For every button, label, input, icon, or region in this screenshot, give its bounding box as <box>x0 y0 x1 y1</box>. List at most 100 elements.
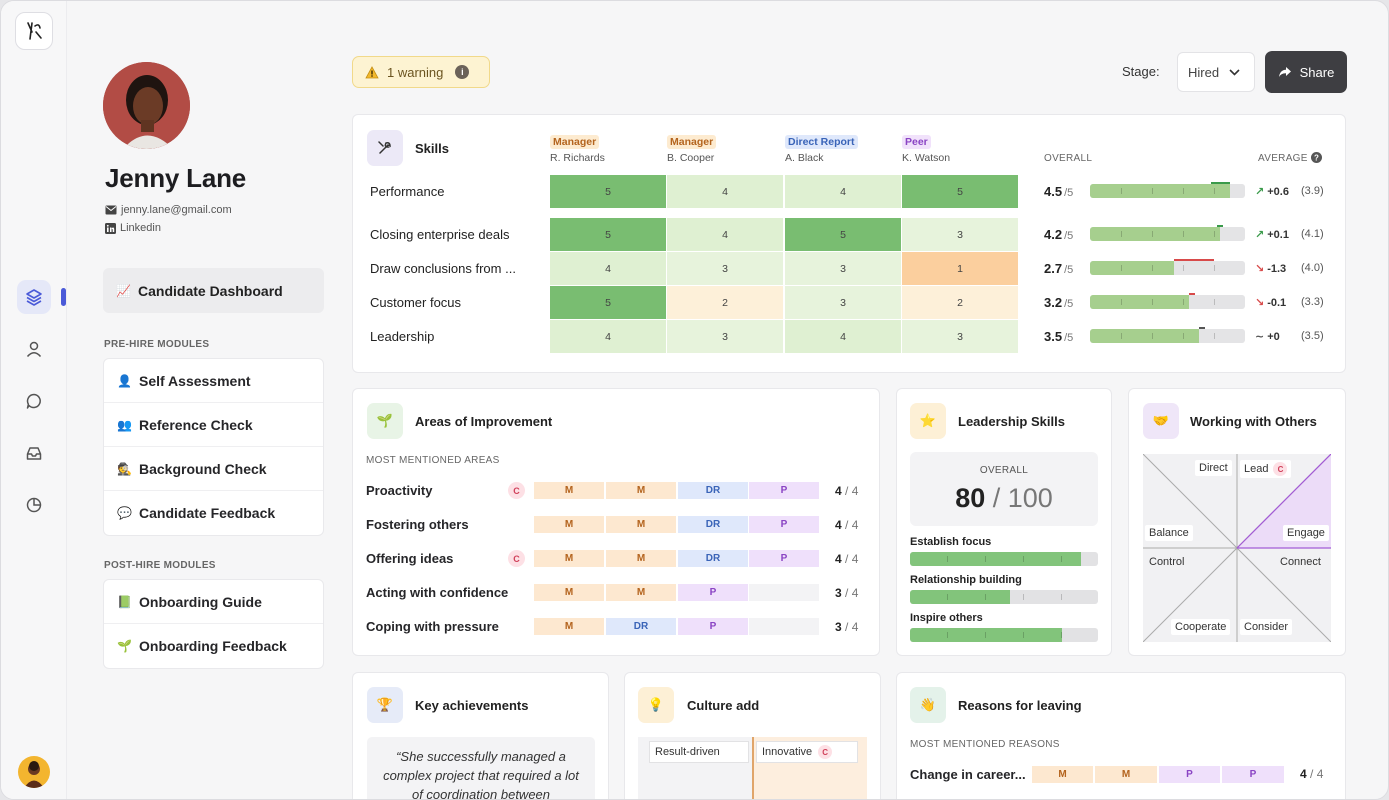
average-marker <box>1211 182 1230 184</box>
people-icon: 👥 <box>117 417 132 432</box>
average-value: (3.5) <box>1301 330 1324 342</box>
delta-value: ↗ +0.1 <box>1255 228 1289 242</box>
improvement-label: Coping with pressure <box>366 619 499 634</box>
average-marker <box>1174 259 1214 261</box>
score-cell: 2 <box>667 286 783 319</box>
handshake-icon: 🤝 <box>1143 403 1179 439</box>
culture-divider <box>752 737 754 799</box>
bar-tick <box>1061 594 1062 600</box>
candidate-name: Jenny Lane <box>105 163 247 193</box>
rail-chart-button[interactable] <box>17 488 51 522</box>
chat-icon <box>26 393 41 409</box>
inbox-icon <box>26 447 42 460</box>
overall-score: 3.2/5 <box>1044 295 1073 310</box>
mention-chip-peer: P <box>1222 766 1284 783</box>
pre-hire-modules: 👤 Self Assessment 👥 Reference Check 🕵 Backg… <box>103 358 324 536</box>
delta-value: ↗ +0.6 <box>1255 185 1289 199</box>
star-icon: ⭐ <box>910 403 946 439</box>
overall-bar-fill <box>1090 329 1199 343</box>
quadrant-direct: Direct <box>1195 460 1232 476</box>
score-cell: 1 <box>902 252 1018 285</box>
candidate-dashboard-button[interactable]: 📈 Candidate Dashboard <box>103 268 324 313</box>
warning-badge[interactable]: 1 warning i <box>352 56 490 88</box>
overall-bar <box>1090 295 1245 309</box>
overall-bar-fill <box>1090 261 1174 275</box>
mail-icon <box>105 205 117 215</box>
mention-chip-manager: M <box>606 550 676 567</box>
skill-row-label: Closing enterprise deals <box>370 227 510 242</box>
speech-bubble-icon: 💬 <box>117 506 132 520</box>
leadership-score: 80 <box>955 483 986 513</box>
leaving-count-total: 4 <box>1316 767 1324 781</box>
candidate-email[interactable]: jenny.lane@gmail.com <box>105 204 232 216</box>
reviewer-role: Manager <box>667 135 717 149</box>
rail-chat-button[interactable] <box>17 384 51 418</box>
leaving-count-value: 4 <box>1300 767 1307 781</box>
bar-tick <box>1121 265 1122 271</box>
share-button[interactable]: Share <box>1265 51 1347 93</box>
delta-text: -1.3 <box>1267 262 1287 275</box>
module-onboarding-guide[interactable]: 📗 Onboarding Guide <box>104 580 323 624</box>
improvement-count-value: 4 <box>835 518 842 532</box>
bar-tick <box>1061 556 1062 562</box>
module-candidate-feedback[interactable]: 💬 Candidate Feedback <box>104 491 323 535</box>
improvement-count: 4 / 4 <box>835 518 858 532</box>
overall-score-max: /5 <box>1064 230 1074 242</box>
overall-bar <box>1090 227 1245 241</box>
quadrant-connect: Connect <box>1280 556 1321 568</box>
bar-tick <box>1214 188 1215 194</box>
module-onboarding-feedback[interactable]: 🌱 Onboarding Feedback <box>104 624 323 668</box>
culture-title: Culture add <box>687 698 760 713</box>
overall-header: OVERALL <box>1044 153 1093 164</box>
score-cell: 3 <box>902 218 1018 251</box>
score-cell: 5 <box>550 175 666 208</box>
overall-score-max: /5 <box>1064 187 1074 199</box>
skill-row-label: Draw conclusions from ... <box>370 261 516 276</box>
score-cell: 3 <box>667 252 783 285</box>
overall-score: 3.5/5 <box>1044 329 1073 344</box>
help-icon[interactable]: ? <box>1311 152 1322 163</box>
quadrant-lines <box>1143 454 1331 642</box>
arrow-down-right-icon: ↘ <box>1255 297 1265 309</box>
quadrant-balance: Balance <box>1145 525 1193 541</box>
bar-tick <box>947 594 948 600</box>
rail-inbox-button[interactable] <box>17 436 51 470</box>
bar-tick <box>1121 333 1122 339</box>
leadership-skill-bar <box>910 628 1098 642</box>
mention-chip-direct-report: DR <box>678 516 748 533</box>
info-icon[interactable]: i <box>455 65 470 79</box>
bar-tick <box>1214 265 1215 271</box>
app-logo[interactable] <box>15 12 53 50</box>
reviewer-name: K. Watson <box>902 152 951 164</box>
average-value: (4.0) <box>1301 262 1324 274</box>
rail-layers-button[interactable] <box>17 280 51 314</box>
rail-user-button[interactable] <box>17 332 51 366</box>
stage-value: Hired <box>1188 64 1220 80</box>
improvement-count-sep: / <box>845 586 849 600</box>
module-background-check[interactable]: 🕵 Background Check <box>104 447 323 491</box>
module-label: Background Check <box>139 460 267 477</box>
improvement-label: Offering ideas <box>366 551 454 566</box>
leadership-overall: OVERALL 80 / 100 <box>910 452 1098 526</box>
bar-tick <box>985 594 986 600</box>
overall-bar <box>1090 329 1245 343</box>
reviewer-role: Direct Report <box>785 135 858 149</box>
stage-select[interactable]: Hired <box>1177 52 1255 92</box>
delta-text: +0.6 <box>1267 185 1289 198</box>
mention-chip-manager: M <box>534 618 604 635</box>
mention-chip-manager: M <box>534 482 604 499</box>
reviewer-role: Peer <box>902 135 931 149</box>
candidate-badge: C <box>818 745 833 759</box>
reviewer-name: R. Richards <box>550 152 605 164</box>
overall-score: 4.2/5 <box>1044 227 1073 242</box>
improvement-count-total: 4 <box>851 484 859 498</box>
current-user-avatar[interactable] <box>18 756 50 788</box>
leadership-title: Leadership Skills <box>958 414 1065 429</box>
module-self-assessment[interactable]: 👤 Self Assessment <box>104 359 323 403</box>
pie-chart-icon <box>26 497 42 513</box>
score-cell: 4 <box>667 175 783 208</box>
leadership-skill-label: Inspire others <box>910 612 983 624</box>
working-quadrant: Direct Lead C Balance Engage Control Con… <box>1143 454 1331 642</box>
module-reference-check[interactable]: 👥 Reference Check <box>104 403 323 447</box>
candidate-linkedin[interactable]: Linkedin <box>105 222 161 234</box>
